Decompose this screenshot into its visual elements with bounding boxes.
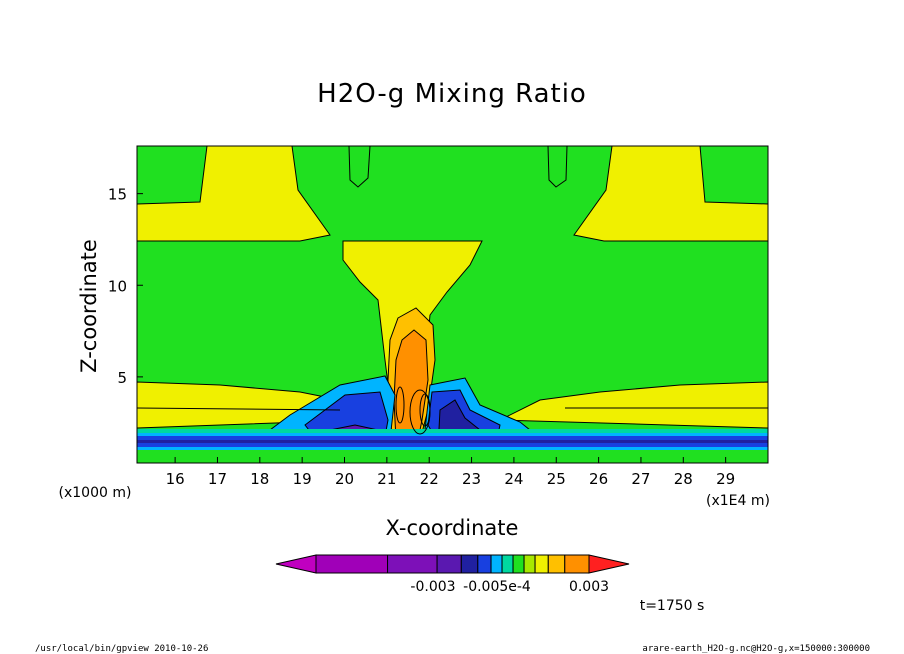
x-tick-label: 23 — [462, 470, 481, 488]
x-tick-label: 22 — [420, 470, 439, 488]
x-tick-label: 21 — [377, 470, 396, 488]
colorbar-box — [512, 554, 525, 574]
colorbar-box — [436, 554, 462, 574]
colorbar-label-low: -0.003 — [410, 579, 455, 595]
y-tick-label: 15 — [108, 186, 127, 204]
y-tick-label: 10 — [108, 277, 127, 295]
colorbar-under-triangle — [275, 554, 317, 574]
upper-left-moist-region — [137, 146, 331, 242]
plot-area: 16 17 18 19 20 21 22 23 24 25 26 27 28 29 5 10 15 — [108, 145, 769, 488]
lower-right-layer — [499, 381, 768, 429]
colorbar — [275, 554, 630, 574]
x-tick-label: 24 — [504, 470, 523, 488]
colorbar-label-mid: -0.005e-4 — [463, 579, 531, 595]
upper-right-moist-region — [573, 146, 768, 242]
x-tick-label: 26 — [589, 470, 608, 488]
x-tick-label: 29 — [716, 470, 735, 488]
x-axis-ticks: 16 17 18 19 20 21 22 23 24 25 26 27 28 29 — [166, 457, 735, 488]
x-tick-label: 27 — [631, 470, 650, 488]
surface-band-2 — [137, 433, 768, 436]
x-tick-label: 17 — [208, 470, 227, 488]
colorbar-box — [523, 554, 536, 574]
colorbar-box — [564, 554, 590, 574]
x-tick-label: 16 — [166, 470, 185, 488]
surface-band-6 — [137, 447, 768, 450]
upper-right-notch — [547, 146, 568, 188]
surface-band-5 — [137, 443, 768, 447]
surface-band-4 — [137, 440, 768, 443]
colorbar-box — [477, 554, 492, 574]
y-axis-label: Z-coordinate — [77, 239, 101, 373]
upper-left-notch — [348, 146, 371, 188]
footer-right: arare-earth_H2O-g.nc@H2O-g,x=150000:3000… — [642, 644, 870, 654]
surface-band-7 — [137, 450, 768, 463]
colorbar-label-high: 0.003 — [569, 579, 609, 595]
plot-frame — [136, 145, 769, 464]
y-axis-ticks: 5 10 15 — [108, 186, 143, 387]
x-tick-label: 20 — [335, 470, 354, 488]
colorbar-box — [315, 554, 389, 574]
colorbar-box — [490, 554, 503, 574]
surface-band-3 — [137, 436, 768, 440]
x-tick-label: 18 — [250, 470, 269, 488]
x-tick-label: 28 — [674, 470, 693, 488]
contour-field — [137, 146, 768, 463]
x-axis-label: X-coordinate — [386, 516, 519, 540]
chart-title: H2O-g Mixing Ratio — [317, 79, 587, 109]
core-contour-lines — [137, 386, 768, 435]
colorbar-over-triangle — [588, 554, 630, 574]
colorbar-box — [547, 554, 566, 574]
y-unit-note: (x1000 m) — [59, 485, 132, 501]
footer-left: /usr/local/bin/gpview 2010-10-26 — [35, 644, 208, 654]
y-tick-label: 5 — [117, 369, 127, 387]
x-tick-label: 19 — [293, 470, 312, 488]
colorbar-box — [501, 554, 514, 574]
x-tick-label: 25 — [547, 470, 566, 488]
colorbar-box — [534, 554, 549, 574]
colorbar-box — [387, 554, 438, 574]
surface-band-1 — [137, 429, 768, 433]
colorbar-box — [460, 554, 479, 574]
time-label: t=1750 s — [640, 598, 705, 614]
x-unit-note: (x1E4 m) — [706, 493, 770, 509]
